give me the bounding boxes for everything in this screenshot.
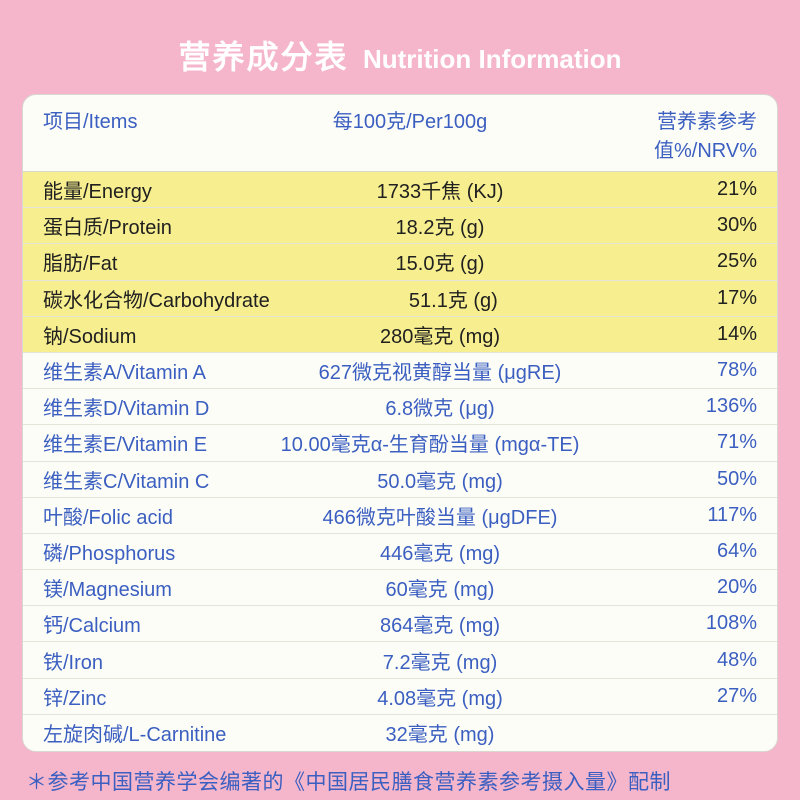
cell-nrv: 71% (637, 431, 757, 454)
table-row: 脂肪/Fat15.0克 (g)25% (23, 244, 777, 280)
title-bar: 营养成分表 Nutrition Information (22, 22, 778, 94)
cell-nrv: 30% (637, 214, 757, 237)
cell-nrv: 50% (637, 468, 757, 491)
cell-name: 钠/Sodium (43, 320, 243, 349)
header-per100g: 每100克/Per100g (263, 105, 557, 163)
header-item: 项目/Items (43, 105, 263, 163)
cell-value: 32毫克 (mg) (243, 718, 637, 747)
cell-value: 51.1克 (g) (270, 284, 637, 313)
cell-value: 60毫克 (mg) (243, 573, 637, 602)
table-row: 钠/Sodium280毫克 (mg)14% (23, 317, 777, 353)
cell-name: 维生素E/Vitamin E (43, 428, 223, 457)
title-cn: 营养成分表 (179, 39, 349, 75)
cell-name: 左旋肉碱/L-Carnitine (43, 718, 243, 747)
cell-nrv: 14% (637, 323, 757, 346)
table-row: 左旋肉碱/L-Carnitine32毫克 (mg) (23, 715, 777, 751)
cell-value: 7.2毫克 (mg) (243, 646, 637, 675)
cell-nrv: 48% (637, 649, 757, 672)
cell-name: 钙/Calcium (43, 609, 243, 638)
table-row: 维生素D/Vitamin D6.8微克 (μg)136% (23, 389, 777, 425)
table-row: 叶酸/Folic acid466微克叶酸当量 (μgDFE)117% (23, 498, 777, 534)
cell-value: 50.0毫克 (mg) (243, 465, 637, 494)
cell-nrv: 136% (637, 395, 757, 418)
table-row: 铁/Iron7.2毫克 (mg)48% (23, 642, 777, 678)
cell-name: 维生素A/Vitamin A (43, 356, 243, 385)
table-row: 钙/Calcium864毫克 (mg)108% (23, 606, 777, 642)
cell-name: 磷/Phosphorus (43, 537, 243, 566)
table-row: 锌/Zinc4.08毫克 (mg)27% (23, 679, 777, 715)
cell-value: 1733千焦 (KJ) (243, 175, 637, 204)
cell-value: 864毫克 (mg) (243, 609, 637, 638)
cell-value: 627微克视黄醇当量 (μgRE) (243, 356, 637, 385)
table-row: 镁/Magnesium60毫克 (mg)20% (23, 570, 777, 606)
cell-nrv: 27% (637, 685, 757, 708)
footnote: ＊参考中国营养学会编著的《中国居民膳食营养素参考摄入量》配制 (22, 752, 778, 796)
nutrition-panel: 项目/Items 每100克/Per100g 营养素参考值%/NRV% 能量/E… (22, 94, 778, 752)
header-nrv: 营养素参考值%/NRV% (557, 105, 757, 163)
table-header: 项目/Items 每100克/Per100g 营养素参考值%/NRV% (23, 95, 777, 172)
cell-name: 蛋白质/Protein (43, 211, 243, 240)
cell-nrv: 25% (637, 250, 757, 273)
cell-name: 维生素D/Vitamin D (43, 392, 243, 421)
cell-value: 6.8微克 (μg) (243, 392, 637, 421)
cell-nrv: 21% (637, 178, 757, 201)
cell-value: 446毫克 (mg) (243, 537, 637, 566)
cell-value: 10.00毫克α-生育酚当量 (mgα-TE) (223, 428, 637, 457)
cell-nrv: 20% (637, 576, 757, 599)
cell-name: 铁/Iron (43, 646, 243, 675)
table-row: 维生素C/Vitamin C50.0毫克 (mg)50% (23, 462, 777, 498)
cell-nrv: 108% (637, 612, 757, 635)
cell-name: 维生素C/Vitamin C (43, 465, 243, 494)
table-body: 能量/Energy1733千焦 (KJ)21%蛋白质/Protein18.2克 … (23, 172, 777, 751)
cell-name: 叶酸/Folic acid (43, 501, 243, 530)
table-row: 磷/Phosphorus446毫克 (mg)64% (23, 534, 777, 570)
cell-name: 锌/Zinc (43, 682, 243, 711)
cell-nrv: 17% (637, 287, 757, 310)
cell-name: 能量/Energy (43, 175, 243, 204)
cell-name: 碳水化合物/Carbohydrate (43, 284, 270, 313)
title-en: Nutrition Information (363, 44, 622, 74)
cell-nrv: 64% (637, 540, 757, 563)
table-row: 维生素A/Vitamin A627微克视黄醇当量 (μgRE)78% (23, 353, 777, 389)
table-row: 能量/Energy1733千焦 (KJ)21% (23, 172, 777, 208)
cell-name: 镁/Magnesium (43, 573, 243, 602)
cell-nrv: 78% (637, 359, 757, 382)
table-row: 维生素E/Vitamin E10.00毫克α-生育酚当量 (mgα-TE)71% (23, 425, 777, 461)
table-row: 碳水化合物/Carbohydrate51.1克 (g)17% (23, 281, 777, 317)
cell-value: 280毫克 (mg) (243, 320, 637, 349)
cell-value: 466微克叶酸当量 (μgDFE) (243, 501, 637, 530)
cell-name: 脂肪/Fat (43, 247, 243, 276)
table-row: 蛋白质/Protein18.2克 (g)30% (23, 208, 777, 244)
cell-value: 18.2克 (g) (243, 211, 637, 240)
cell-nrv: 117% (637, 504, 757, 527)
cell-value: 15.0克 (g) (243, 247, 637, 276)
cell-value: 4.08毫克 (mg) (243, 682, 637, 711)
